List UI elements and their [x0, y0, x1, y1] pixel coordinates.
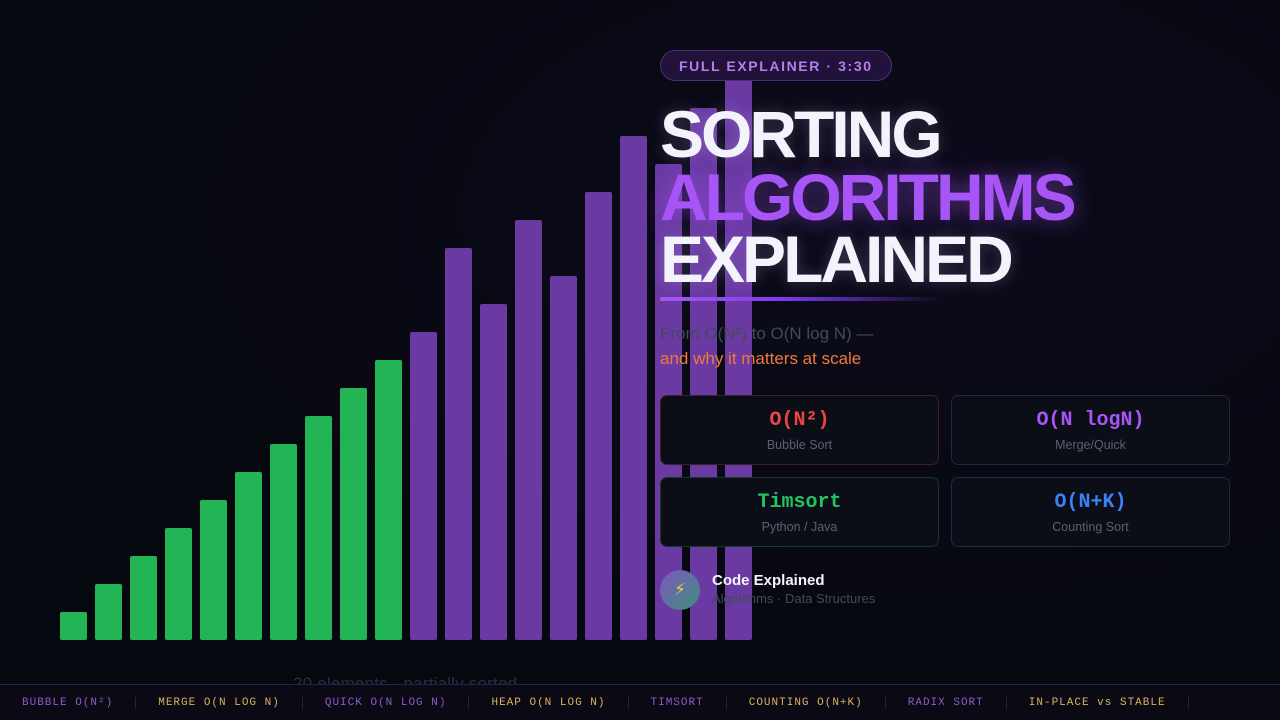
- card-value: O(N+K): [1054, 490, 1127, 514]
- bar-13: [480, 304, 507, 640]
- title-line-3: EXPLAINED: [660, 222, 1014, 296]
- bar-11: [410, 332, 437, 640]
- ticker-item: HEAP O(N LOG N): [469, 696, 629, 709]
- bar-2: [95, 584, 122, 640]
- ticker-item: BUBBLE O(N²): [0, 696, 137, 709]
- ticker-item: IN-PLACE vs STABLE: [1007, 696, 1189, 709]
- bar-14: [515, 220, 542, 640]
- bar-8: [305, 416, 332, 640]
- card-value: O(N logN): [1036, 408, 1145, 432]
- complexity-card-counting: O(N+K) Counting Sort: [951, 477, 1230, 547]
- bar-5: [200, 500, 227, 640]
- subtitle-line-2: and why it matters at scale: [660, 349, 862, 368]
- bar-7: [270, 444, 297, 640]
- subtitle-line-1: From O(N²) to O(N log N) —: [660, 324, 874, 343]
- bar-12: [445, 248, 472, 640]
- complexity-card-timsort: Timsort Python / Java: [660, 477, 939, 547]
- channel-name: Code Explained: [712, 572, 825, 589]
- bar-15: [550, 276, 577, 640]
- bar-19: [690, 108, 717, 640]
- topic-ticker: BUBBLE O(N²) MERGE O(N LOG N) QUICK O(N LO…: [0, 684, 1280, 720]
- bar-1: [60, 612, 87, 640]
- bar-4: [165, 528, 192, 640]
- title-line-1: SORTING: [660, 97, 943, 171]
- bar-10: [375, 360, 402, 640]
- lightning-icon: ⚡: [660, 570, 700, 610]
- ticker-item: RADIX SORT: [886, 696, 1007, 709]
- bar-3: [130, 556, 157, 640]
- card-value: O(N²): [769, 408, 830, 432]
- card-label: Bubble Sort: [766, 437, 833, 452]
- card-label: Merge/Quick: [1055, 437, 1126, 452]
- bar-9: [340, 388, 367, 640]
- ticker-item: TIMSORT: [629, 696, 727, 709]
- complexity-card-bubble: O(N²) Bubble Sort: [660, 395, 939, 465]
- card-value: Timsort: [757, 490, 842, 514]
- card-label: Counting Sort: [1052, 519, 1129, 534]
- ticker-item: QUICK O(N LOG N): [303, 696, 470, 709]
- bar-17: [620, 136, 647, 640]
- bar-16: [585, 192, 612, 640]
- card-label: Python / Java: [761, 519, 838, 534]
- complexity-card-merge-quick: O(N logN) Merge/Quick: [951, 395, 1230, 465]
- duration-badge: FULL EXPLAINER · 3:30: [660, 50, 892, 81]
- ticker-item: MERGE O(N LOG N): [136, 696, 303, 709]
- channel-tagline: Algorithms · Data Structures: [712, 591, 876, 606]
- title-line-2: ALGORITHMS: [660, 160, 1077, 234]
- ticker-item: COUNTING O(N+K): [727, 696, 886, 709]
- bar-6: [235, 472, 262, 640]
- title-underline: [660, 297, 940, 301]
